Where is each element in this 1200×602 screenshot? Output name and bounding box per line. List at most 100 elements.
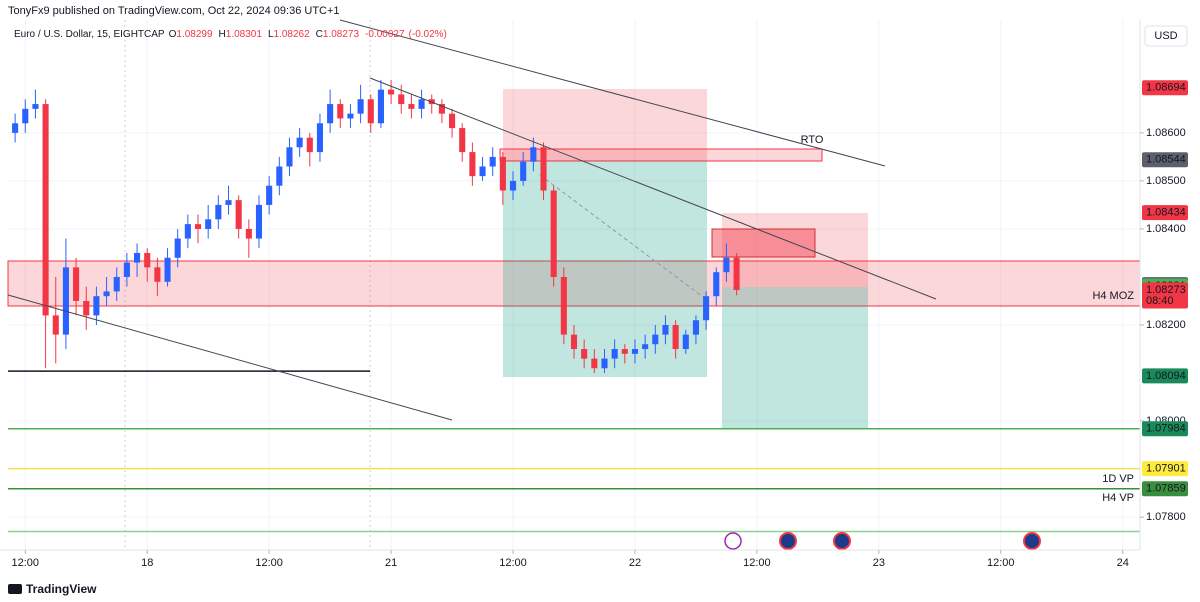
price-marker	[1142, 282, 1188, 309]
price-marker-label: 1.08694	[1146, 82, 1186, 94]
price-marker	[1142, 80, 1188, 96]
candle-body	[601, 358, 608, 369]
candle-body	[12, 123, 19, 133]
y-tick-label: 1.08400	[1146, 223, 1186, 235]
candle-body	[42, 104, 49, 316]
x-tick-label: 24	[1117, 557, 1129, 569]
symbol: Euro / U.S. Dollar, 15, EIGHTCAP	[14, 29, 165, 40]
candle-body	[215, 204, 222, 220]
candle-body	[672, 325, 679, 350]
zone-label: H4 MOZ	[1092, 290, 1134, 302]
price-marker-label: 1.08434	[1146, 207, 1186, 219]
x-tick-label: 12:00	[255, 557, 283, 569]
y-tick-label: 1.08500	[1146, 175, 1186, 187]
candle-body	[123, 262, 130, 277]
vp-label: 1D VP	[1102, 473, 1134, 485]
currency: USD	[1154, 30, 1177, 42]
y-axis: 1.086001.085001.084001.082001.080001.078…	[1140, 127, 1186, 523]
x-axis: 12:00 18 12:00 21 12:00 22 12:00 23 12:00 24	[12, 550, 1129, 569]
event-icon[interactable]	[779, 532, 797, 550]
candle-body	[255, 204, 263, 239]
candle-body	[83, 300, 90, 316]
candle-body	[367, 99, 374, 124]
candle-body	[245, 228, 252, 239]
candle-body	[357, 99, 364, 114]
candle-body	[154, 267, 161, 282]
price-marker	[1142, 421, 1188, 437]
candle-body	[591, 358, 598, 369]
y-tick-label: 1.08200	[1146, 319, 1186, 331]
candle-body	[316, 123, 324, 153]
candle-body	[570, 334, 578, 350]
candle-body	[642, 344, 649, 350]
brand-logo	[8, 584, 22, 594]
candle-body	[703, 296, 710, 321]
candle-body	[550, 190, 557, 277]
event-icon[interactable]	[833, 532, 851, 550]
candle-body	[398, 94, 405, 105]
x-tick-label: 21	[385, 557, 397, 569]
candle-body	[327, 104, 334, 124]
symbol-legend: Euro / U.S. Dollar, 15, EIGHTCAP O1.08299…	[14, 29, 447, 40]
candle-body	[276, 166, 283, 186]
y-tick-label: 1.07800	[1146, 511, 1186, 523]
legend-key: L	[268, 29, 274, 40]
stop-zone	[503, 89, 707, 160]
legend-value: 1.08301	[226, 29, 263, 40]
candle-body	[662, 325, 669, 335]
candle-body	[560, 276, 567, 335]
trendline	[7, 294, 453, 421]
candle-body	[509, 180, 517, 191]
candle-body	[388, 89, 395, 95]
candle-body	[164, 257, 171, 282]
candle-body	[337, 104, 344, 119]
legend-key: H	[219, 29, 226, 40]
target-zone	[722, 287, 868, 429]
x-tick-label: 23	[873, 557, 885, 569]
candle-body	[205, 219, 212, 229]
price-marker-label: 1.07984	[1146, 423, 1186, 435]
countdown-label: 08:40	[1146, 295, 1174, 307]
price-marker-label: 1.08094	[1146, 370, 1186, 382]
candle-body	[499, 156, 506, 191]
price-marker	[1142, 481, 1188, 497]
vp-label: H4 VP	[1102, 492, 1134, 504]
candle-body	[692, 320, 699, 335]
candle-body	[377, 89, 384, 124]
candle-body	[347, 113, 354, 119]
candle-body	[144, 252, 151, 268]
price-markers: 1.086941.085441.084341.082841.082811.082…	[1142, 80, 1188, 497]
x-tick-label: 18	[141, 557, 153, 569]
trendline	[339, 19, 886, 167]
candle-body	[93, 296, 100, 316]
moz-zone	[7, 260, 1141, 307]
candle-body	[22, 108, 29, 124]
candle-body	[225, 200, 232, 205]
legend-change-pct: (-0.02%)	[409, 29, 447, 40]
x-tick-label: 12:00	[743, 557, 771, 569]
candles	[12, 80, 740, 374]
candle-body	[62, 267, 69, 335]
event-icon[interactable]	[1023, 532, 1041, 550]
x-tick-label: 22	[629, 557, 641, 569]
candle-body	[32, 104, 39, 109]
x-tick-label: 12:00	[987, 557, 1015, 569]
brand: TradingView	[26, 582, 97, 596]
candle-body	[733, 257, 740, 290]
legend-value: 1.08299	[176, 29, 213, 40]
candle-body	[682, 334, 689, 350]
candle-body	[286, 147, 293, 167]
legend-change: -0.00027	[365, 29, 405, 40]
price-marker	[1142, 152, 1188, 168]
candle-body	[103, 291, 110, 297]
candle-body	[621, 349, 628, 354]
legend-value: 1.08262	[274, 29, 311, 40]
price-marker-label: 1.08544	[1146, 154, 1186, 166]
event-icon[interactable]	[724, 532, 742, 550]
currency-button[interactable]	[1144, 25, 1188, 47]
candle-body	[52, 315, 59, 335]
price-marker-label: 1.08273	[1146, 284, 1186, 296]
price-marker	[1142, 461, 1188, 477]
x-tick-label: 12:00	[499, 557, 527, 569]
